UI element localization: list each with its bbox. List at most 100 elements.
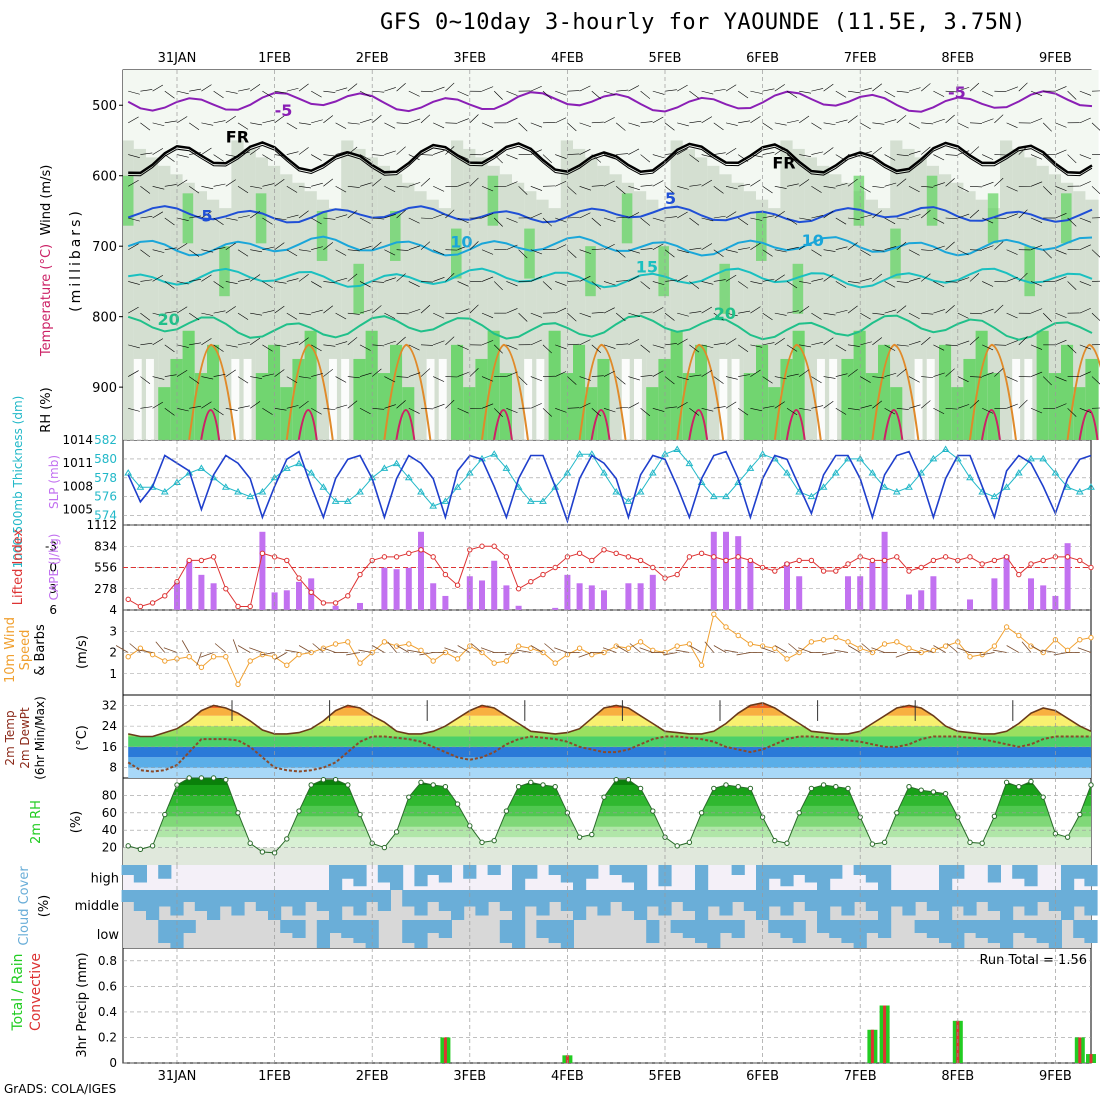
- footer-credit: GrADS: COLA/IGES: [4, 1082, 117, 1096]
- upper-wind-barb: [896, 178, 907, 187]
- upper-wind-barb: [1067, 281, 1077, 290]
- upper-wind-barb: [396, 209, 406, 219]
- cloud-cell-middle: [1073, 890, 1087, 907]
- upper-wind-barb: [969, 400, 980, 409]
- upper-wind-barb: [616, 122, 626, 131]
- wind-barb: [798, 647, 812, 653]
- upper-wind-barb: [189, 405, 202, 409]
- upper-wind-barb: [835, 309, 848, 314]
- isotherm-warm-loop: [773, 343, 822, 441]
- upper-wind-barb: [262, 344, 273, 352]
- upper-wind-barb: [591, 90, 602, 100]
- upper-wind-barb: [945, 368, 955, 377]
- upper-wind-barb: [311, 154, 322, 161]
- wind-barb: [578, 652, 592, 658]
- upper-wind-barb: [323, 178, 334, 187]
- upper-wind-barb: [518, 376, 528, 386]
- upper-wind-barb: [237, 278, 250, 282]
- upper-wind-barb: [1055, 276, 1067, 282]
- upper-wind-barb: [1018, 336, 1028, 346]
- upper-wind-barb: [274, 115, 285, 124]
- rh-shade-high: [646, 387, 660, 440]
- wind-barb: [214, 643, 227, 653]
- upper-wind-barb: [640, 248, 653, 251]
- rh-dry-column: [1024, 358, 1033, 440]
- upper-wind-barb: [591, 281, 602, 290]
- upper-wind-barb: [847, 115, 858, 124]
- thickness-marker: [856, 454, 865, 462]
- wind-barb: [163, 647, 178, 653]
- cloud-cell-middle: [280, 890, 294, 907]
- cloud-cell-high: [731, 865, 745, 875]
- cloud-cell-middle: [402, 890, 416, 907]
- isotherm-warm-loop: [188, 343, 237, 441]
- upper-wind-barb: [213, 310, 226, 314]
- thickness-marker: [417, 487, 425, 495]
- isotherm-15: [128, 267, 1093, 289]
- cape-bar: [784, 562, 790, 610]
- rh-shade-midlevel: [182, 193, 194, 244]
- upper-wind-barb: [1006, 186, 1018, 192]
- upper-wind-barb: [933, 182, 945, 187]
- isotherm-warm-loop: [480, 343, 529, 441]
- upper-wind-barb: [189, 152, 202, 155]
- upper-wind-barb: [933, 281, 945, 288]
- rh2m-marker: [906, 784, 912, 790]
- cloud-cell-high: [609, 865, 623, 875]
- cloud-cell-middle: [353, 890, 367, 916]
- upper-wind-barb: [1006, 213, 1018, 219]
- upper-wind-barb: [555, 244, 567, 250]
- upper-wind-barb: [152, 185, 165, 190]
- upper-wind-barb: [225, 281, 238, 285]
- upper-wind-barb: [298, 376, 311, 379]
- lifted-index-marker: [674, 571, 680, 578]
- upper-wind-barb: [469, 368, 479, 377]
- upper-wind-barb: [652, 90, 665, 95]
- upper-wind-barb: [298, 210, 309, 219]
- upper-wind-barb: [579, 339, 591, 346]
- upper-wind-barb: [860, 186, 871, 193]
- upper-wind-barb: [396, 146, 406, 155]
- cape-bar: [588, 585, 595, 610]
- upper-wind-barb: [469, 304, 479, 314]
- upper-wind-barb: [701, 116, 713, 124]
- upper-wind-barb: [176, 243, 188, 250]
- upper-wind-barb: [420, 368, 431, 377]
- upper-wind-barb: [140, 186, 151, 194]
- upper-wind-barb: [347, 210, 358, 219]
- upper-wind-barb: [799, 179, 810, 187]
- cloud-cell-middle: [219, 890, 233, 907]
- wind-barb: [946, 643, 959, 653]
- upper-wind-barb: [298, 249, 311, 252]
- upper-wind-barb: [982, 308, 994, 314]
- cloud-cell-middle: [1061, 890, 1075, 920]
- upper-wind-barb: [652, 116, 664, 124]
- upper-wind-barb: [225, 217, 238, 221]
- upper-wind-barb: [860, 278, 872, 282]
- cloud-cell-low: [158, 920, 172, 943]
- upper-wind-barb: [237, 249, 249, 257]
- upper-wind-barb: [945, 281, 958, 283]
- cloud-cell-middle: [621, 890, 635, 911]
- rh-dry-column: [1012, 358, 1021, 440]
- upper-wind-barb: [591, 408, 602, 417]
- cloud-cell-high: [573, 865, 587, 890]
- cloud-cell-middle: [756, 890, 770, 920]
- cape-bar: [491, 560, 498, 610]
- upper-wind-barb: [799, 115, 810, 124]
- upper-wind-barb: [555, 281, 567, 286]
- upper-wind-barb: [372, 217, 385, 220]
- cloud-cell-middle: [121, 890, 135, 902]
- upper-wind-barb: [152, 274, 164, 282]
- chart-title: GFS 0~10day 3-hourly for YAOUNDE (11.5E,…: [380, 10, 1027, 35]
- upper-wind-barb: [701, 407, 714, 412]
- ylabel-temperature: Temperature (°C): [39, 244, 54, 357]
- rh2m-marker: [503, 808, 510, 814]
- wind-barb: [419, 652, 434, 656]
- upper-wind-barb: [250, 122, 263, 126]
- upper-wind-barb: [1079, 117, 1091, 124]
- upper-wind-barb: [201, 147, 212, 155]
- upper-wind-barb: [128, 90, 140, 95]
- slp-tick: 1005: [62, 503, 93, 517]
- upper-wind-barb: [433, 376, 445, 382]
